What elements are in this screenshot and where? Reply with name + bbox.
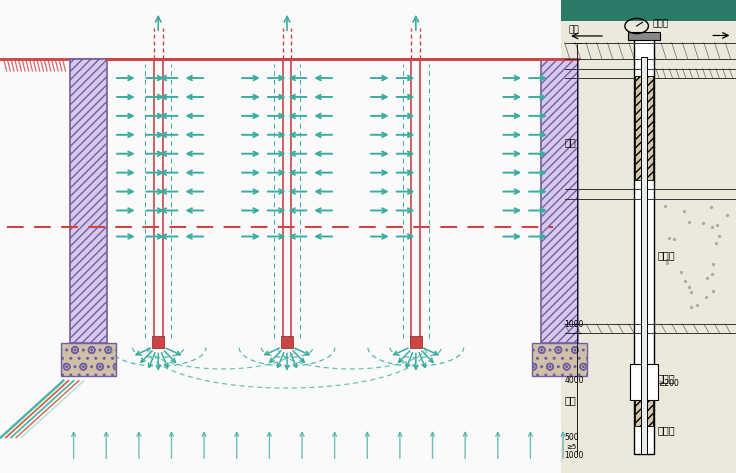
- Bar: [641, 57, 647, 454]
- Bar: [561, 0, 736, 473]
- Text: 抽真空: 抽真空: [653, 19, 669, 28]
- Bar: [630, 364, 658, 400]
- Bar: [635, 76, 653, 180]
- Bar: [634, 38, 654, 454]
- Text: 潜水泵: 潜水泵: [658, 373, 676, 384]
- Text: 填粗砂: 填粗砂: [658, 250, 676, 261]
- Bar: [410, 336, 422, 348]
- Text: 4000: 4000: [565, 376, 584, 385]
- Bar: [541, 59, 578, 343]
- Bar: [61, 343, 116, 376]
- Text: ≥5: ≥5: [567, 444, 577, 450]
- Text: 1000: 1000: [565, 319, 584, 329]
- Text: 1000: 1000: [565, 450, 584, 460]
- Bar: [0, 0, 561, 473]
- Bar: [561, 0, 736, 21]
- Bar: [152, 336, 164, 348]
- Text: 抽水: 抽水: [568, 26, 579, 35]
- Text: 滤管: 滤管: [565, 137, 576, 147]
- Bar: [628, 32, 660, 40]
- Text: 滤管: 滤管: [565, 394, 576, 405]
- Text: 沉砂管: 沉砂管: [658, 425, 676, 436]
- Text: ≥200: ≥200: [658, 378, 679, 388]
- Text: 500: 500: [565, 433, 579, 442]
- Bar: [635, 364, 653, 426]
- Bar: [70, 59, 107, 343]
- Bar: [532, 343, 587, 376]
- Bar: [281, 336, 293, 348]
